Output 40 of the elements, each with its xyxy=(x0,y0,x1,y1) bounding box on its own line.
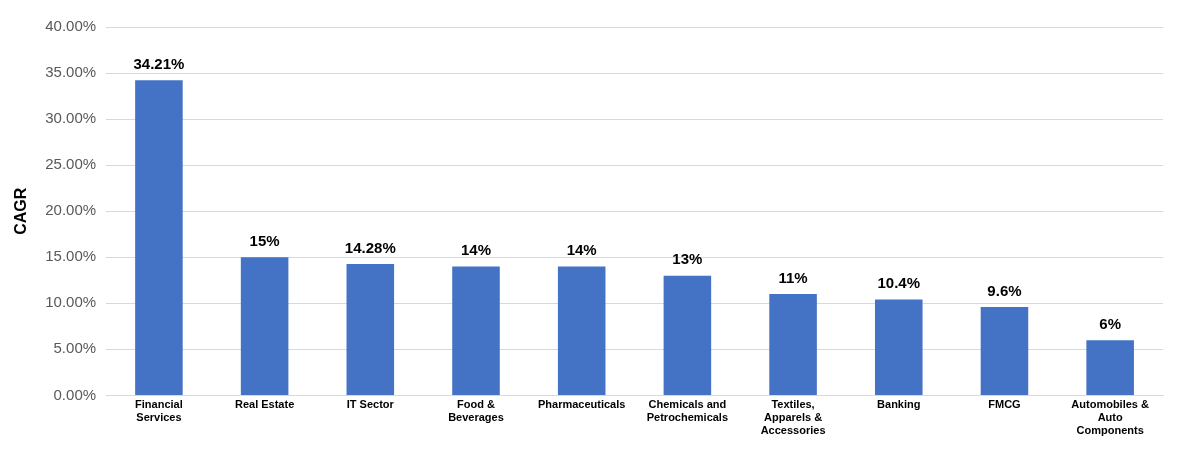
x-tick-label: FMCG xyxy=(988,398,1021,411)
bar xyxy=(557,266,606,395)
bar xyxy=(452,266,500,395)
bar xyxy=(240,257,289,395)
x-tick-label: Pharmaceuticals xyxy=(537,398,626,411)
x-tick-label: Automobiles & Auto Components xyxy=(1071,398,1150,437)
y-tick-label: 25.00% xyxy=(45,155,97,173)
x-tick-label: Food & Beverages xyxy=(448,398,504,424)
x-tick-label: Textiles, Apparels & Accessories xyxy=(760,398,826,437)
bar xyxy=(1086,340,1134,395)
data-label: 14% xyxy=(460,241,492,259)
data-label: 34.21% xyxy=(133,54,185,72)
bar xyxy=(874,299,923,395)
y-tick-label: 20.00% xyxy=(45,201,97,219)
y-tick-label: 30.00% xyxy=(45,109,97,127)
bar xyxy=(769,294,817,395)
data-label: 14.28% xyxy=(344,238,396,256)
y-tick-label: 15.00% xyxy=(45,247,97,265)
bar xyxy=(980,306,1029,395)
y-tick-label: 10.00% xyxy=(45,293,97,311)
bar xyxy=(346,263,395,395)
data-label: 13% xyxy=(672,250,703,268)
x-tick-label: IT Sector xyxy=(346,398,395,411)
bar xyxy=(135,80,183,395)
x-tick-label: Real Estate xyxy=(234,398,295,411)
data-label: 6% xyxy=(1099,314,1121,332)
data-label: 15% xyxy=(249,231,280,249)
x-tick-label: Chemicals and Petrochemicals xyxy=(646,398,729,424)
y-tick-label: 35.00% xyxy=(45,63,97,81)
data-label: 11% xyxy=(778,268,808,286)
data-label: 9.6% xyxy=(987,281,1022,299)
y-axis-title: CAGR xyxy=(12,187,30,235)
data-label: 10.4% xyxy=(877,274,921,292)
y-tick-label: 5.00% xyxy=(53,339,97,357)
y-tick-label: 0.00% xyxy=(53,385,97,403)
data-label: 14% xyxy=(566,241,597,259)
y-tick-label: 40.00% xyxy=(45,17,97,35)
x-tick-label: Financial Services xyxy=(135,398,183,424)
bar xyxy=(663,275,712,395)
x-tick-label: Banking xyxy=(877,398,921,411)
